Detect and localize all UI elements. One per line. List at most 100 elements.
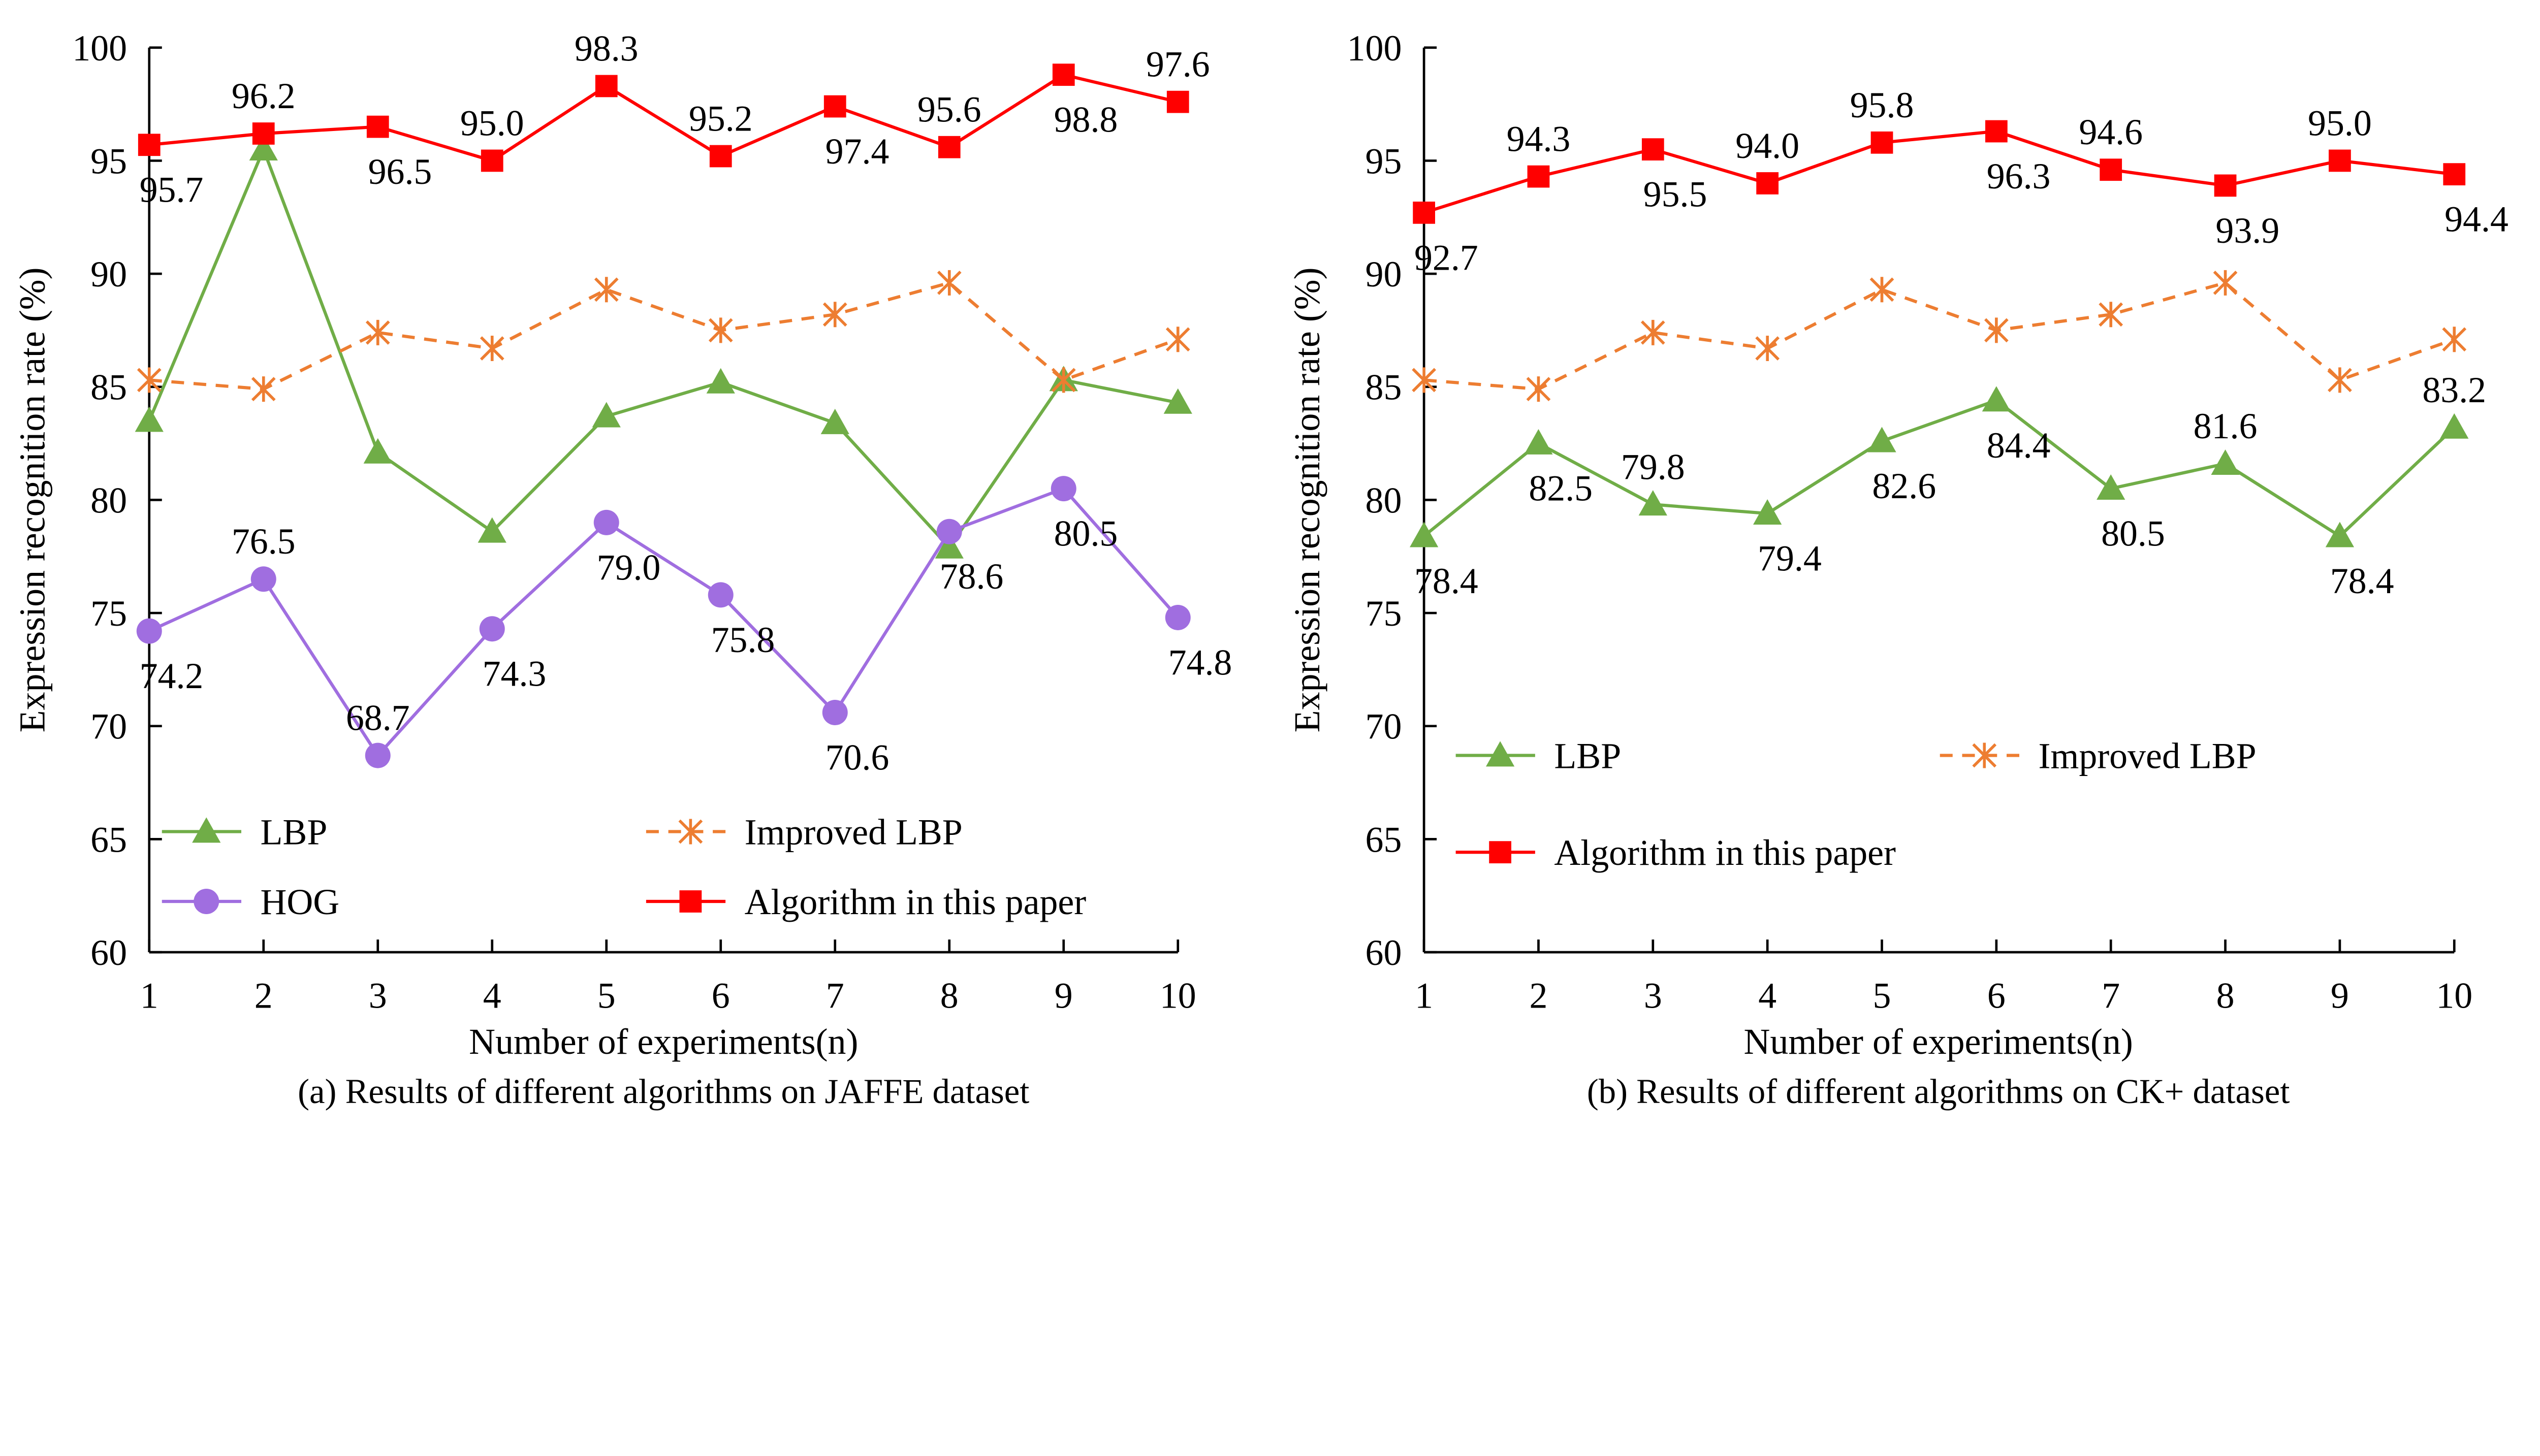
x-tick-label: 10 (2436, 975, 2472, 1016)
data-point (593, 509, 619, 535)
data-point (138, 134, 161, 156)
x-tick-label: 4 (1758, 975, 1776, 1016)
y-tick-label: 80 (90, 480, 127, 521)
y-tick-label: 95 (1366, 141, 1402, 181)
x-tick-label: 3 (369, 975, 387, 1016)
data-point (2325, 522, 2355, 547)
data-point (249, 135, 278, 161)
data-label: 79.4 (1758, 538, 1822, 579)
x-axis-title: Number of experiments(n) (1744, 1021, 2133, 1062)
data-label: 94.4 (2444, 199, 2509, 240)
series-hog: 74.2 76.5 68.7 74.3 79.0 75.8 70.6 78.6 80.5 74.8 (136, 476, 1232, 778)
data-label: 74.8 (1168, 642, 1232, 683)
data-point (365, 742, 391, 768)
y-tick-label: 80 (1366, 480, 1402, 521)
data-point (2328, 367, 2352, 393)
legend-item: HOG (162, 882, 339, 922)
legend-item: LBP (1455, 736, 1621, 776)
data-label: 78.4 (2330, 561, 2394, 601)
series-line (1423, 281, 2455, 391)
chart-0: 60 65 70 75 80 85 90 95 100 1 2 3 4 5 6 7 8 9 10 Number of … (12, 28, 1232, 1111)
data-point (823, 95, 846, 118)
data-label: 92.7 (1414, 237, 1478, 278)
y-tick-label: 85 (1366, 367, 1402, 408)
y-tick-label: 85 (90, 367, 127, 408)
data-point (2099, 302, 2123, 328)
y-tick-label: 60 (90, 932, 127, 973)
data-point (1982, 386, 2011, 412)
data-label: 79.0 (597, 547, 661, 588)
x-tick-label: 1 (1415, 975, 1433, 1016)
data-point (1165, 604, 1191, 630)
data-label: 80.5 (2101, 513, 2165, 554)
y-tick-label: 95 (90, 141, 127, 181)
data-point (935, 533, 964, 559)
data-point (135, 406, 164, 432)
x-tick-label: 5 (597, 975, 616, 1016)
data-point (1413, 201, 1435, 224)
legend-marker (194, 889, 219, 914)
y-tick-label: 60 (1366, 932, 1402, 973)
data-point (1756, 172, 1779, 195)
data-point (1870, 131, 1893, 154)
data-point (480, 336, 504, 362)
legend-label: Algorithm in this paper (745, 882, 1087, 922)
legend-item: Algorithm in this paper (646, 882, 1086, 922)
chart-caption: (a) Results of different algorithms on J… (298, 1072, 1029, 1111)
data-label: 96.5 (368, 151, 432, 192)
data-point (2329, 149, 2351, 172)
data-point (706, 368, 735, 394)
data-label: 95.0 (460, 103, 524, 143)
data-point (250, 566, 276, 592)
data-point (1412, 367, 1436, 393)
data-point (938, 136, 961, 158)
x-tick-label: 7 (826, 975, 844, 1016)
data-label: 98.8 (1054, 100, 1118, 140)
y-tick-label: 75 (1366, 593, 1402, 634)
x-tick-label: 9 (2331, 975, 2349, 1016)
series-line (149, 73, 1179, 163)
data-point (1526, 376, 1551, 402)
y-axis-title: Expression recognition rate (%) (12, 267, 53, 732)
data-point (592, 402, 621, 428)
legend-item: Improved LBP (646, 812, 963, 853)
data-point (1051, 476, 1076, 502)
legend-label: LBP (1554, 736, 1621, 776)
legend-item: Algorithm in this paper (1455, 832, 1896, 873)
data-label: 95.2 (689, 99, 753, 139)
data-label: 94.0 (1735, 125, 1799, 166)
data-point (594, 277, 619, 303)
data-point (708, 317, 733, 343)
legend-marker (1486, 741, 1515, 767)
data-point (2211, 449, 2240, 475)
series-improved-lbp (1412, 270, 2467, 402)
data-point (481, 149, 503, 172)
legend-marker (1972, 742, 1997, 768)
chart-1: 60 65 70 75 80 85 90 95 100 1 2 3 4 5 6 7 8 9 10 Number of … (1287, 28, 2509, 1111)
series-improved-lbp (137, 270, 1190, 402)
data-point (478, 517, 506, 543)
data-point (365, 319, 390, 345)
data-label: 96.2 (232, 76, 296, 116)
data-point (1165, 327, 1190, 352)
data-point (936, 519, 962, 544)
data-point (136, 618, 162, 644)
data-point (1640, 319, 1665, 345)
legend-item: LBP (162, 812, 327, 853)
series-algorithm-in-this-paper: 92.7 94.3 95.5 94.0 95.8 96.3 94.6 93.9 95.0 94.4 (1413, 85, 2509, 278)
x-tick-label: 6 (712, 975, 730, 1016)
y-tick-label: 65 (90, 819, 127, 860)
x-tick-label: 3 (1644, 975, 1662, 1016)
data-point (2100, 158, 2122, 181)
data-label: 76.5 (232, 521, 296, 562)
y-tick-label: 70 (90, 706, 127, 747)
data-point (479, 616, 505, 642)
data-label: 82.6 (1872, 466, 1936, 506)
legend-marker (192, 817, 221, 843)
series-line (1423, 398, 2456, 538)
y-tick-label: 75 (90, 593, 127, 634)
series-algorithm-in-this-paper: 95.7 96.2 96.5 95.0 98.3 95.2 97.4 95.6 98.8 97.6 (138, 28, 1210, 210)
data-label: 74.3 (483, 654, 547, 694)
series-lbp: 78.4 82.5 79.8 79.4 82.6 84.4 80.5 81.6 78.4 83.2 (1410, 370, 2486, 601)
